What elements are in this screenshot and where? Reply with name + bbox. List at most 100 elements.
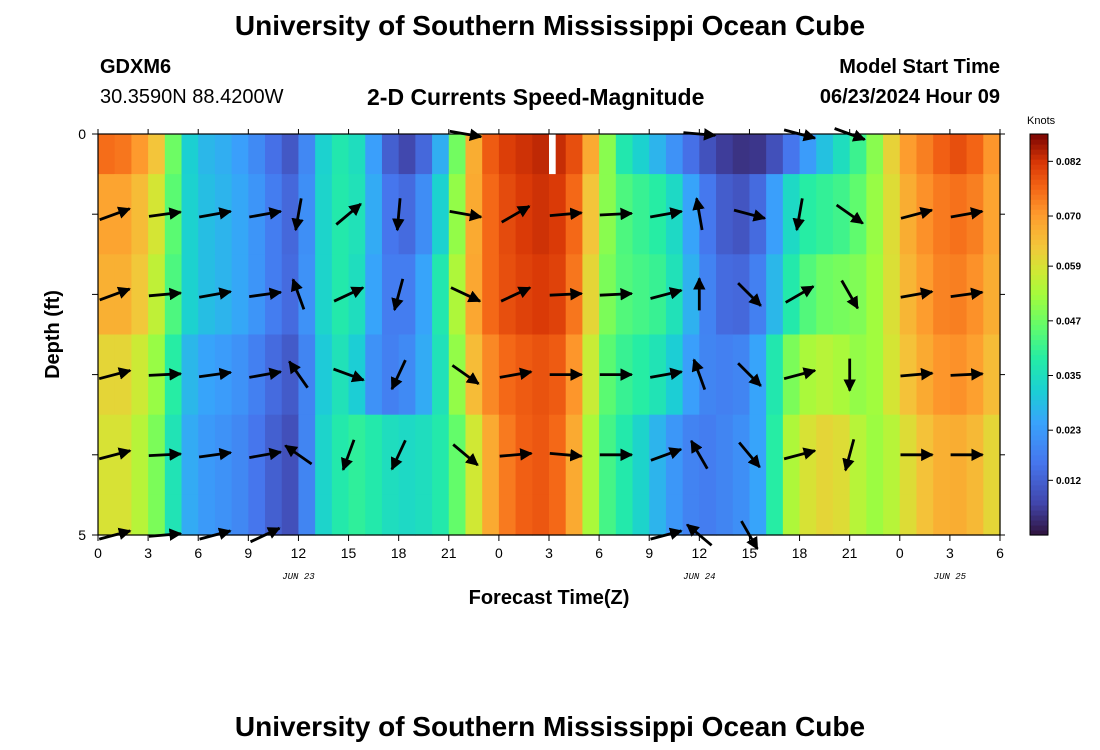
current-vector <box>499 367 533 380</box>
colorbar-tick-label: 0.059 <box>1056 262 1081 273</box>
heat-cell <box>632 174 650 255</box>
heat-cell <box>632 134 650 175</box>
x-tick-label: 21 <box>441 545 457 561</box>
heat-cell <box>381 174 400 255</box>
current-vector <box>390 439 407 471</box>
heat-cell <box>983 414 1001 496</box>
heat-cell <box>883 334 901 416</box>
heat-cell <box>682 134 700 175</box>
heat-cell <box>448 254 467 336</box>
heat-cell <box>298 494 316 536</box>
colorbar-segment <box>1030 479 1048 486</box>
heat-cell <box>315 174 333 255</box>
current-vector <box>784 285 815 304</box>
colorbar-segment <box>1030 224 1048 230</box>
current-vector <box>733 208 767 222</box>
heat-cell <box>398 494 416 536</box>
heat-cell <box>98 334 116 416</box>
heat-cell <box>365 254 383 336</box>
heat-cell <box>381 494 400 536</box>
current-vector <box>148 287 183 301</box>
model-start-time: 06/23/2024 Hour 09 <box>819 86 1000 108</box>
colorbar-segment <box>1030 204 1048 210</box>
colorbar-segment <box>1030 309 1048 316</box>
colorbar-tick-label: 0.023 <box>1056 426 1081 437</box>
heat-cell <box>983 494 1001 536</box>
colorbar-segment <box>1030 184 1048 190</box>
heat-cell <box>315 254 333 336</box>
heat-cell <box>298 174 316 255</box>
heat-cell <box>866 334 884 416</box>
current-vector <box>392 198 405 232</box>
date-label: JUN 25 <box>934 572 967 582</box>
heat-cell <box>131 254 149 336</box>
axes: 0 3 6 9 12 15 18 21 0 3 6 9 12 15 18 21 0 3 6 JUN 23 JUN 24 J… <box>42 126 1005 609</box>
current-vector <box>449 208 483 222</box>
heat-cell <box>649 134 667 175</box>
current-vector <box>835 203 864 225</box>
x-tick-label: 9 <box>645 545 653 561</box>
heat-cell <box>682 334 700 416</box>
heat-cell <box>131 334 149 416</box>
heat-cell <box>615 494 634 536</box>
x-tick-label: 9 <box>244 545 252 561</box>
heat-cell <box>899 134 918 175</box>
heat-cell <box>799 494 817 536</box>
current-vector <box>737 282 762 307</box>
heat-cell <box>732 494 751 536</box>
heat-cell <box>832 174 851 255</box>
heat-cell <box>732 334 751 416</box>
heat-cell <box>665 494 684 536</box>
colorbar-segment <box>1030 464 1048 471</box>
current-vector <box>291 198 304 232</box>
x-tick-label: 6 <box>996 545 1004 561</box>
colorbar-segment <box>1030 329 1048 336</box>
current-vector <box>783 367 817 381</box>
current-vector <box>692 197 705 231</box>
current-vector <box>249 447 283 461</box>
colorbar-segment <box>1030 354 1048 361</box>
heat-cell <box>699 494 717 536</box>
heat-cell <box>983 334 1001 416</box>
colorbar-segment <box>1030 504 1048 511</box>
heat-cell <box>381 414 400 496</box>
current-vector <box>900 206 934 220</box>
current-vector <box>738 441 761 469</box>
heat-cell <box>816 134 834 175</box>
heat-cell <box>348 174 366 255</box>
colorbar-segment <box>1030 144 1048 150</box>
station-location: 30.3590N 88.4200W <box>100 86 284 108</box>
heat-cell <box>732 174 751 255</box>
current-vector <box>842 438 856 472</box>
heat-cell <box>114 134 132 175</box>
current-vector <box>792 198 805 232</box>
heat-cell <box>415 494 433 536</box>
heat-cell <box>766 254 784 336</box>
heat-cell <box>816 334 834 416</box>
heat-cell <box>281 494 300 536</box>
x-tick-label: 21 <box>842 545 858 561</box>
colorbar-segment <box>1030 239 1048 245</box>
heat-cell <box>231 414 249 496</box>
heat-cell <box>799 134 817 175</box>
heat-cell <box>265 134 283 175</box>
colorbar-segment <box>1030 279 1048 285</box>
heat-cell <box>98 414 116 496</box>
heat-cell <box>916 494 934 536</box>
heat-cell <box>398 254 416 336</box>
colorbar-segment <box>1030 214 1048 220</box>
colorbar-segment <box>1030 344 1048 351</box>
colorbar-segment <box>1030 379 1048 386</box>
heat-cell <box>331 174 350 255</box>
heat-cell <box>749 414 767 496</box>
current-vector <box>98 367 132 381</box>
colorbar-segment <box>1030 289 1048 295</box>
current-vector <box>290 278 306 310</box>
heat-cell <box>899 494 918 536</box>
heat-cell <box>849 334 867 416</box>
heat-cell <box>181 134 199 175</box>
heat-cell <box>782 334 801 416</box>
heat-cell <box>432 254 450 336</box>
y-tick-label: 5 <box>78 527 86 543</box>
heat-cell <box>131 494 149 536</box>
